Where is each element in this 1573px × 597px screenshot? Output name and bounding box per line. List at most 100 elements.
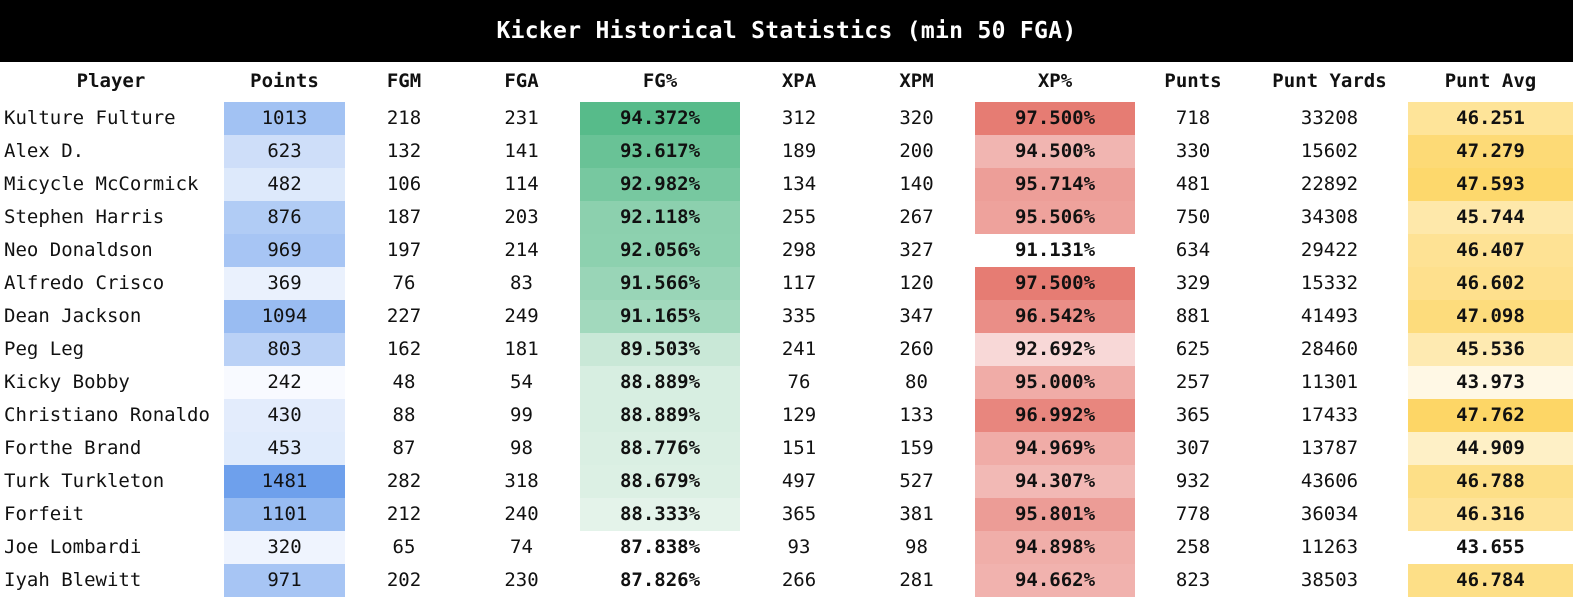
cell-fg-pct: 92.118%: [580, 201, 740, 234]
cell-punt-yards: 22892: [1300, 173, 1359, 195]
cell-fgm: 65: [392, 536, 416, 558]
cell-xp-pct: 95.506%: [975, 201, 1135, 234]
cell-player: Forfeit: [4, 503, 85, 525]
cell-player: Stephen Harris: [4, 206, 165, 228]
cell-fg-pct: 88.776%: [580, 432, 740, 465]
cell-xpa: 129: [781, 404, 817, 426]
cell-fgm: 132: [386, 140, 422, 162]
cell-player: Turk Turkleton: [4, 470, 165, 492]
cell-player: Forthe Brand: [4, 437, 142, 459]
cell-xp-pct: 97.500%: [975, 267, 1135, 300]
cell-punt-yards: 36034: [1300, 503, 1359, 525]
header-fg-pct: FG%: [642, 70, 678, 92]
cell-xpm: 120: [899, 272, 934, 294]
cell-punt-avg: 46.784: [1408, 564, 1573, 597]
cell-fga: 98: [510, 437, 533, 459]
cell-punts: 330: [1175, 140, 1211, 162]
cell-xpa: 497: [781, 470, 817, 492]
cell-fg-pct: 93.617%: [580, 135, 740, 168]
cell-punt-yards: 33208: [1300, 107, 1359, 129]
cell-fg-pct: 92.056%: [580, 234, 740, 267]
cell-punt-yards: 13787: [1300, 437, 1359, 459]
cell-xp-pct: 94.969%: [975, 432, 1135, 465]
cell-fg-pct: 89.503%: [580, 333, 740, 366]
cell-player: Dean Jackson: [4, 305, 142, 327]
header-xp-pct: XP%: [1037, 70, 1073, 92]
cell-xp-pct: 95.714%: [975, 168, 1135, 201]
cell-player: Peg Leg: [4, 338, 85, 360]
cell-fgm: 106: [386, 173, 422, 195]
header-xpa: XPA: [781, 70, 817, 92]
cell-fgm: 48: [392, 371, 416, 393]
cell-player: Kicky Bobby: [4, 371, 130, 393]
cell-punt-yards: 38503: [1300, 569, 1359, 591]
cell-punts: 365: [1175, 404, 1211, 426]
cell-points: 320: [224, 531, 345, 564]
header-player: Player: [76, 70, 146, 92]
cell-punts: 778: [1175, 503, 1211, 525]
cell-player: Alex D.: [4, 140, 85, 162]
cell-xpm: 327: [899, 239, 934, 261]
cell-xpm: 159: [899, 437, 934, 459]
cell-fga: 214: [504, 239, 539, 261]
table-title: Kicker Historical Statistics (min 50 FGA…: [0, 0, 1573, 62]
cell-fgm: 218: [386, 107, 422, 129]
cell-xp-pct: 94.307%: [975, 465, 1135, 498]
kicker-stats-table: Player Points FGM FGA FG% XPA XPM XP% Punts Punt …: [0, 62, 1573, 597]
cell-fg-pct: 88.889%: [580, 366, 740, 399]
cell-xp-pct: 96.542%: [975, 300, 1135, 333]
cell-punt-yards: 11301: [1300, 371, 1359, 393]
cell-xp-pct: 91.131%: [1014, 239, 1096, 261]
cell-punt-avg: 46.407: [1408, 234, 1573, 267]
cell-punts: 329: [1175, 272, 1211, 294]
header-punt-avg: Punt Avg: [1444, 70, 1537, 92]
cell-fg-pct: 88.889%: [580, 399, 740, 432]
cell-punt-yards: 34308: [1300, 206, 1359, 228]
cell-fgm: 162: [386, 338, 422, 360]
cell-fga: 99: [510, 404, 533, 426]
cell-punt-avg: 43.655: [1456, 536, 1525, 558]
cell-points: 971: [224, 564, 345, 597]
cell-punts: 307: [1175, 437, 1211, 459]
header-punt-yards: Punt Yards: [1272, 70, 1387, 92]
cell-fga: 141: [504, 140, 539, 162]
cell-xp-pct: 94.662%: [975, 564, 1135, 597]
cell-xpm: 80: [905, 371, 928, 393]
cell-xpm: 98: [905, 536, 928, 558]
cell-player: Iyah Blewitt: [4, 569, 142, 591]
cell-fga: 231: [504, 107, 539, 129]
cell-points: 430: [224, 399, 345, 432]
cell-fga: 249: [504, 305, 539, 327]
cell-fg-pct: 88.679%: [580, 465, 740, 498]
cell-player: Alfredo Crisco: [4, 272, 165, 294]
cell-xp-pct: 96.992%: [975, 399, 1135, 432]
cell-xpa: 134: [781, 173, 817, 195]
cell-fga: 181: [504, 338, 539, 360]
cell-xpm: 347: [899, 305, 934, 327]
cell-points: 453: [224, 432, 345, 465]
cell-player: Joe Lombardi: [4, 536, 142, 558]
cell-punts: 625: [1175, 338, 1211, 360]
cell-punt-avg: 47.762: [1408, 399, 1573, 432]
cell-punt-avg: 46.316: [1408, 498, 1573, 531]
cell-xpa: 255: [781, 206, 817, 228]
cell-xpa: 76: [787, 371, 811, 393]
header-punts: Punts: [1164, 70, 1222, 92]
cell-fg-pct: 87.826%: [619, 569, 701, 591]
cell-fgm: 88: [392, 404, 416, 426]
cell-xpm: 381: [899, 503, 934, 525]
cell-punt-yards: 28460: [1300, 338, 1359, 360]
cell-player: Christiano Ronaldo: [4, 404, 210, 426]
cell-punts: 481: [1175, 173, 1211, 195]
cell-points: 482: [224, 168, 345, 201]
cell-punt-yards: 11263: [1300, 536, 1359, 558]
cell-points: 1101: [224, 498, 345, 531]
cell-fgm: 227: [386, 305, 422, 327]
cell-punt-yards: 17433: [1300, 404, 1359, 426]
cell-fgm: 282: [386, 470, 422, 492]
cell-xpa: 312: [781, 107, 817, 129]
cell-fg-pct: 91.165%: [580, 300, 740, 333]
cell-xp-pct: 95.000%: [975, 366, 1135, 399]
cell-punt-yards: 15602: [1300, 140, 1359, 162]
cell-xpm: 133: [899, 404, 934, 426]
